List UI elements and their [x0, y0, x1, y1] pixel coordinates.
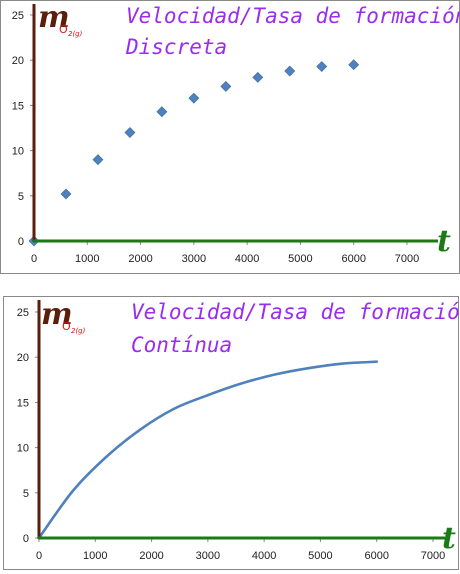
x-tick-label: 3000 — [182, 253, 206, 265]
data-point — [316, 61, 328, 72]
y-axis-symbol-species: O — [62, 320, 71, 333]
y-axis-symbol: m — [38, 0, 70, 35]
y-tick-label: 10 — [12, 146, 24, 158]
data-point — [60, 188, 72, 200]
x-tick-label: 5000 — [308, 550, 332, 562]
x-tick-label: 1000 — [75, 253, 99, 265]
y-tick-label: 0 — [18, 236, 24, 248]
chart-continuous-svg: 0 5 10 15 20 25 0 1000 2000 3000 4000 5000 6000 7000 m… — [17, 297, 460, 562]
y-tick-label: 20 — [17, 352, 29, 364]
y-tick-label: 0 — [23, 533, 29, 545]
x-tick-label: 0 — [31, 253, 37, 265]
x-tick-label: 4000 — [235, 253, 259, 265]
x-tick-label: 6000 — [341, 253, 365, 265]
y-tick-label: 25 — [17, 307, 29, 319]
x-tick-label: 5000 — [288, 253, 312, 265]
x-tick-label: 3000 — [196, 550, 220, 562]
x-tick-label: 6000 — [364, 550, 388, 562]
x-tick-label: 7000 — [395, 253, 419, 265]
chart-continuous-panel: 0 5 10 15 20 25 0 1000 2000 3000 4000 5000 6000 7000 m… — [3, 296, 460, 570]
y-axis-symbol-species: O — [59, 23, 68, 36]
x-tick-label: 0 — [36, 550, 42, 562]
x-tick-label: 7000 — [421, 550, 445, 562]
y-axis-symbol: m — [41, 297, 73, 332]
chart-title-line1: Velocidad/Tasa de formación — [126, 4, 460, 28]
x-axis-symbol: t — [437, 224, 451, 259]
data-point — [284, 65, 296, 77]
data-point — [188, 92, 200, 104]
y-tick-label: 5 — [23, 488, 29, 500]
y-tick-label: 15 — [17, 397, 29, 409]
data-point — [156, 106, 168, 118]
x-tick-label: 1000 — [83, 550, 107, 562]
y-tick-label: 25 — [12, 10, 24, 22]
y-tick-label: 5 — [18, 191, 24, 203]
x-tick-label: 2000 — [139, 550, 163, 562]
y-tick-label: 15 — [12, 100, 24, 112]
y-tick-label: 20 — [12, 55, 24, 67]
y-tick-label: 10 — [17, 443, 29, 455]
chart-title-line2: Discreta — [125, 35, 227, 59]
y-axis-symbol-subscript: 2(g) — [68, 30, 83, 38]
chart-title-line1: Velocidad/Tasa de formación — [131, 300, 460, 324]
data-point — [348, 59, 360, 71]
data-point — [92, 154, 104, 166]
series-line — [37, 360, 379, 540]
chart-discrete-panel: 0 5 10 15 20 25 0 1000 2000 3000 4000 5000 6000 7000 m… — [0, 0, 460, 274]
x-tick-label: 2000 — [128, 253, 152, 265]
data-point — [220, 80, 232, 92]
y-axis-symbol-subscript: 2(g) — [71, 327, 86, 335]
x-tick-label: 4000 — [252, 550, 276, 562]
chart-discrete-svg: 0 5 10 15 20 25 0 1000 2000 3000 4000 5000 6000 7000 m… — [12, 0, 460, 265]
data-point — [252, 71, 264, 83]
data-point — [124, 127, 136, 138]
x-axis-symbol: t — [442, 521, 456, 556]
chart-title-line2: Contínua — [131, 333, 232, 357]
